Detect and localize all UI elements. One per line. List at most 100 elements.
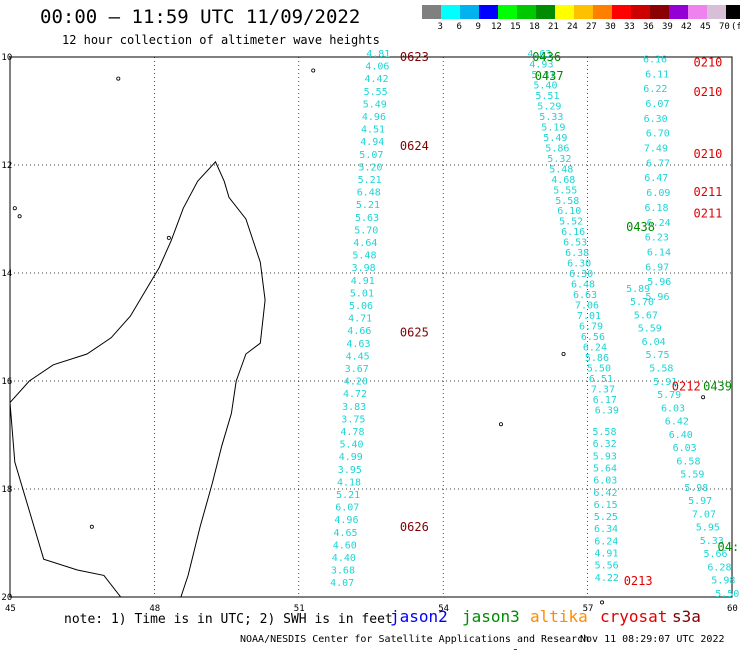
- wave-height-value: 6.07: [335, 503, 359, 514]
- wave-height-value: 6.30: [567, 259, 591, 270]
- wave-height-value: 5.07: [359, 150, 383, 161]
- pass-time-label: 0210: [694, 147, 723, 161]
- color-swatch: [669, 5, 688, 19]
- wave-height-value: 6.30: [569, 269, 593, 280]
- legend-jason3: jason3: [462, 607, 520, 626]
- wave-height-value: 7.49: [644, 144, 668, 155]
- wave-height-value: 6.30: [644, 114, 668, 125]
- track-east-a: 4.634.935.315.405.515.295.335.195.495.86…: [527, 49, 732, 416]
- island: [166, 235, 171, 240]
- wave-height-value: 3.68: [331, 566, 355, 577]
- wave-height-value: 7.37: [591, 384, 615, 395]
- wave-height-value: 5.75: [646, 350, 670, 361]
- wave-height-value: 7.07: [692, 509, 716, 520]
- island: [498, 422, 503, 427]
- color-scale-label: 42: [681, 22, 692, 32]
- wave-height-value: 5.58: [555, 196, 579, 207]
- wave-height-value: 4.63: [527, 49, 551, 60]
- track-east-b: 5.89 5.70 5.67 5.59 6.04 5.75 5.58 5.91 5.79 6.03…: [626, 284, 739, 600]
- wave-height-value: 4.22: [595, 573, 619, 584]
- wave-height-value: 5.58: [649, 364, 673, 375]
- wave-height-value: 6.10: [557, 206, 581, 217]
- wave-height-value: 4.99: [339, 452, 363, 463]
- wave-height-value: 3.83: [342, 402, 366, 413]
- island: [701, 395, 706, 400]
- color-scale-bar: [422, 5, 740, 19]
- color-swatch: [498, 5, 517, 19]
- longitude-label: 54: [438, 604, 449, 614]
- island: [89, 524, 94, 529]
- wave-height-value: 4.72: [343, 389, 367, 400]
- wave-height-value: 5.97: [688, 496, 712, 507]
- wave-height-value: 5.20: [359, 162, 383, 173]
- wave-height-value: 5.48: [352, 251, 376, 262]
- wave-height-value: 6.51: [589, 374, 613, 385]
- wave-height-value: 5.86: [545, 143, 569, 154]
- credit-line: NOAA/NESDIS Center for Satellite Applica…: [240, 634, 590, 645]
- pass-time-label: 0211: [694, 207, 723, 221]
- chart-subtitle: 12 hour collection of altimeter wave hei…: [62, 33, 380, 47]
- wave-height-value: 4.20: [344, 377, 368, 388]
- pass-time-label: 0438: [626, 220, 655, 234]
- wave-height-value: 4.65: [334, 528, 358, 539]
- longitude-label: 57: [583, 604, 594, 614]
- wave-height-value: 6.53: [563, 238, 587, 249]
- wave-height-value: 6.04: [642, 337, 666, 348]
- latitude-label: -14: [0, 269, 12, 279]
- pass-time-label: 0212: [672, 379, 701, 393]
- wave-height-value: 5.96: [647, 277, 671, 288]
- wave-height-value: 6.24: [594, 536, 618, 547]
- wave-height-value: 4.18: [337, 477, 361, 488]
- color-scale-label: 70: [719, 22, 730, 32]
- color-swatch: [688, 5, 707, 19]
- wave-height-value: 6.17: [593, 395, 617, 406]
- pass-time-label: 0211: [694, 185, 723, 199]
- wave-height-value: 4.94: [360, 137, 384, 148]
- island: [513, 649, 518, 650]
- wave-height-value: 5.91: [653, 377, 677, 388]
- pass-time-label: 0210: [694, 55, 723, 69]
- wave-height-value: 5.19: [541, 122, 565, 133]
- wave-height-value: 6.18: [645, 203, 669, 214]
- track-west: 4.81 4.064.42 5.555.49 4.96 4.514.94 5.075.20…: [330, 49, 429, 589]
- wave-height-value: 5.59: [638, 324, 662, 335]
- wave-height-value: 6.97: [645, 262, 669, 273]
- wave-height-value: 5.33: [700, 536, 724, 547]
- latitude-label: -10: [0, 53, 12, 63]
- wave-height-value: 6.77: [646, 158, 670, 169]
- wave-height-value: 5.25: [594, 512, 618, 523]
- map-frame: [9, 56, 733, 598]
- wave-height-value: 4.66: [347, 326, 371, 337]
- wave-height-value: 5.50: [715, 589, 739, 600]
- wave-height-value: 6.34: [594, 524, 618, 535]
- wave-height-value: 6.47: [644, 173, 668, 184]
- color-swatch: [536, 5, 555, 19]
- wave-height-value: 7.06: [575, 301, 599, 312]
- color-swatch: [650, 5, 669, 19]
- wave-height-value: 4.51: [361, 125, 385, 136]
- wave-height-value: 4.06: [365, 62, 389, 73]
- wave-height-value: 5.59: [680, 470, 704, 481]
- longitude-label: 48: [149, 604, 160, 614]
- color-swatch: [574, 5, 593, 19]
- wave-height-value: 5.98: [711, 576, 735, 587]
- footer-note: note: 1) Time is in UTC; 2) SWH is in fe…: [64, 612, 393, 627]
- color-swatch: [593, 5, 612, 19]
- color-swatch: [517, 5, 536, 19]
- wave-height-value: 6.22: [643, 84, 667, 95]
- legend-jason2: jason2: [390, 607, 448, 626]
- wave-height-value: 4.60: [333, 540, 357, 551]
- wave-height-value: 6.56: [581, 332, 605, 343]
- wave-height-value: 5.95: [696, 523, 720, 534]
- color-swatch: [479, 5, 498, 19]
- wave-height-value: 4.93: [529, 60, 553, 71]
- color-scale-label: 18: [529, 22, 540, 32]
- wave-height-value: 5.66: [704, 549, 728, 560]
- wave-height-value: 4.71: [348, 314, 372, 325]
- wave-height-value: 5.86: [585, 353, 609, 364]
- wave-height-value: 5.40: [533, 80, 557, 91]
- legend-altika: altika: [530, 607, 588, 626]
- wave-height-value: 3.95: [338, 465, 362, 476]
